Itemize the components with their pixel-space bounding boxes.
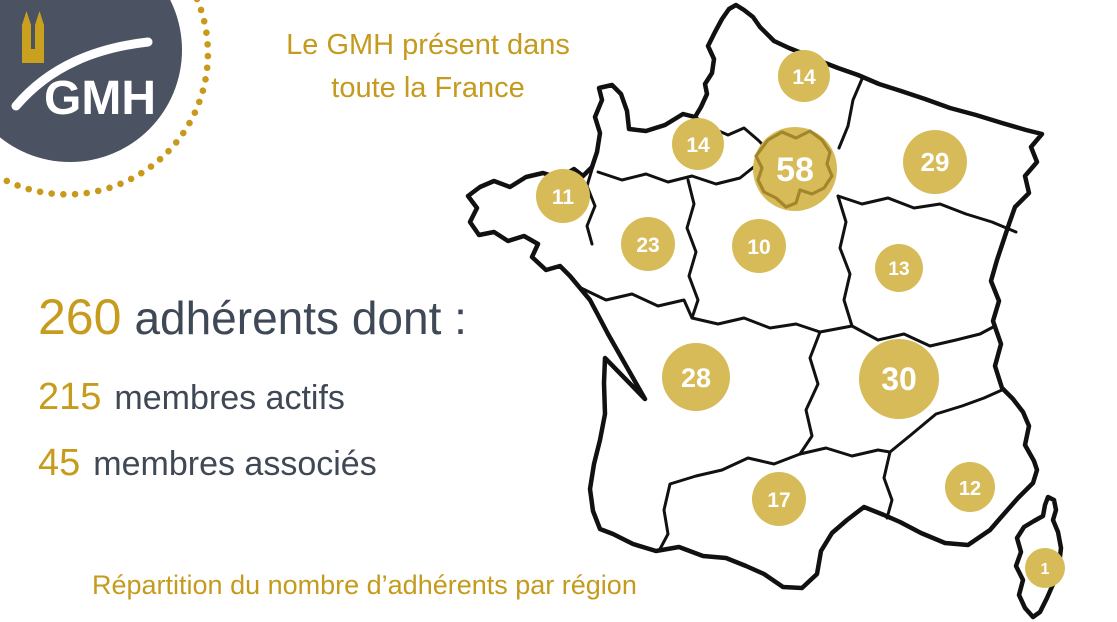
map-caption: Répartition du nombre d’adhérents par ré… — [92, 570, 637, 600]
region-border-na-aura — [798, 330, 822, 456]
stat-label: membres associés — [93, 445, 377, 483]
region-border-bfc-aura — [850, 324, 997, 348]
dotted-arc-decoration — [0, 0, 212, 198]
region-badge: 12 — [945, 462, 995, 512]
badge-value: 28 — [681, 363, 711, 393]
ile-de-france-outline — [754, 129, 834, 209]
region-badge: 58 — [776, 151, 814, 189]
badge-value: 17 — [767, 489, 790, 512]
region-badge: 23 — [621, 217, 675, 271]
stat-membres-actifs: 215 membres actifs — [38, 376, 345, 419]
region-border-na-occitanie — [658, 452, 802, 551]
region-badge: 13 — [875, 244, 923, 292]
swoosh-decoration — [11, 37, 153, 111]
region-border-aura-paca — [888, 388, 1004, 454]
region-border-grandest-bfc — [836, 194, 1018, 234]
region-badge-circle — [752, 472, 806, 526]
region-badge-circle — [536, 169, 590, 223]
region-border-pdl-centre — [685, 178, 700, 320]
logo-text: GMH — [44, 72, 156, 125]
badge-value: 14 — [686, 134, 710, 157]
title-line-2: toute la France — [331, 71, 525, 104]
badge-value: 10 — [747, 236, 770, 259]
region-border-nouvelleaquitaine-nord — [579, 286, 854, 334]
region-badge-circle — [672, 118, 724, 170]
badge-value: 1 — [1041, 561, 1050, 578]
region-badge-circle — [859, 339, 939, 419]
badge-value: 11 — [552, 186, 575, 209]
region-border-hdf-grandest — [837, 77, 864, 150]
region-badge: 14 — [778, 50, 830, 102]
stat-membres-associes: 45 membres associés — [38, 442, 377, 485]
badge-value: 29 — [921, 147, 950, 177]
region-badge: 1 — [1025, 548, 1065, 588]
region-border-occitanie-aura — [798, 446, 892, 458]
region-border-normandie-sud — [596, 160, 762, 186]
region-badge: 17 — [752, 472, 806, 526]
cathedral-towers-icon — [22, 11, 44, 63]
badge-value: 12 — [959, 478, 981, 500]
region-badge-circle — [753, 127, 837, 211]
region-badge-circle — [903, 130, 967, 194]
region-border-occitanie-paca — [882, 450, 894, 520]
region-badge-circle — [621, 217, 675, 271]
region-badge: 10 — [732, 219, 786, 273]
region-badge: 29 — [903, 130, 967, 194]
region-badge-circle — [778, 50, 830, 102]
region-badge: 11 — [536, 169, 590, 223]
badge-value: 14 — [792, 66, 816, 89]
badge-value: 30 — [881, 361, 917, 397]
region-badge: 28 — [662, 343, 730, 411]
stat-label: adhérents dont : — [134, 292, 467, 344]
region-border-bretagne-pdl — [585, 164, 597, 246]
stat-value: 45 — [38, 442, 81, 484]
france-outline — [465, 2, 1045, 591]
region-border-centre-bfc — [836, 194, 854, 328]
stat-value: 260 — [38, 289, 122, 345]
region-badge: 30 — [859, 339, 939, 419]
region-badge-circle — [875, 244, 923, 292]
region-badge-circle — [1025, 548, 1065, 588]
badge-value: 23 — [636, 234, 659, 257]
page-title: Le GMH présent dans toute la France — [252, 24, 604, 110]
region-badge: 14 — [672, 118, 724, 170]
region-badge-circle — [732, 219, 786, 273]
gmh-logo: GMH — [0, 0, 290, 235]
title-line-1: Le GMH présent dans — [286, 29, 570, 61]
badge-value: 58 — [776, 151, 814, 189]
stat-label: membres actifs — [114, 379, 345, 417]
badge-value: 13 — [888, 259, 909, 280]
stat-value: 215 — [38, 376, 102, 418]
region-badge-circle — [662, 343, 730, 411]
region-badge-circle — [945, 462, 995, 512]
stat-total-adherents: 260 adhérents dont : — [38, 288, 467, 346]
